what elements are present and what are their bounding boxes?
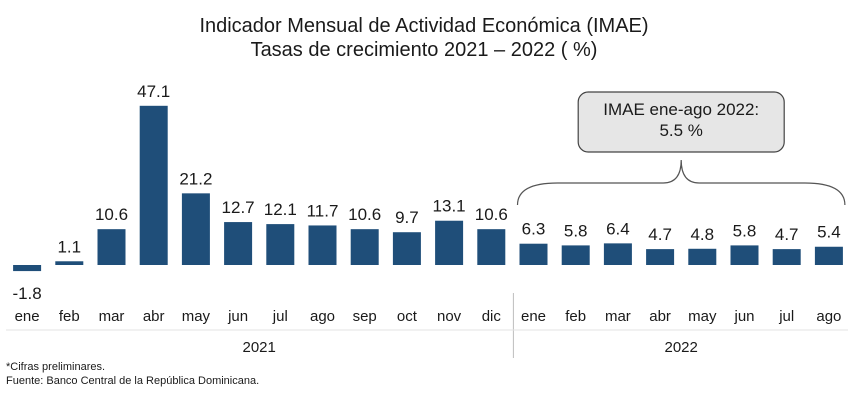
bar-oct bbox=[392, 232, 421, 265]
bar-jun bbox=[730, 245, 759, 265]
x-tick-label: mar bbox=[605, 308, 631, 325]
callout-title: IMAE ene-ago 2022: bbox=[603, 100, 759, 119]
footnote-source: Fuente: Banco Central de la República Do… bbox=[6, 375, 260, 387]
bar-ene bbox=[519, 243, 548, 265]
x-tick-label: oct bbox=[397, 308, 418, 325]
data-label: 6.4 bbox=[606, 219, 630, 238]
bar-ago bbox=[814, 246, 843, 265]
data-label: 4.7 bbox=[648, 225, 672, 244]
bar-may bbox=[181, 193, 210, 265]
x-tick-label: abr bbox=[143, 308, 165, 325]
bar-abr bbox=[646, 249, 675, 265]
data-label: 21.2 bbox=[179, 169, 212, 188]
footnote-preliminary: *Cifras preliminares. bbox=[6, 361, 106, 373]
x-tick-label: may bbox=[182, 308, 211, 325]
bar-sep bbox=[350, 229, 379, 265]
data-label: 13.1 bbox=[433, 197, 466, 216]
data-label: 6.3 bbox=[522, 220, 546, 239]
x-tick-label: may bbox=[688, 308, 717, 325]
data-label: 12.7 bbox=[222, 198, 255, 217]
x-tick-label: ago bbox=[310, 308, 335, 325]
data-label: 4.7 bbox=[775, 225, 799, 244]
bar-jul bbox=[266, 224, 295, 265]
data-label: 10.6 bbox=[348, 205, 381, 224]
x-tick-label: jun bbox=[733, 308, 754, 325]
chart-title: Indicador Mensual de Actividad Económica… bbox=[199, 15, 649, 37]
year-label: 2021 bbox=[243, 339, 276, 356]
chart-subtitle: Tasas de crecimiento 2021 – 2022 ( %) bbox=[250, 39, 598, 61]
x-tick-label: ene bbox=[15, 308, 40, 325]
chart-title-block: Indicador Mensual de Actividad Económica… bbox=[0, 14, 848, 62]
bar-dic bbox=[477, 229, 506, 265]
callout-box bbox=[577, 91, 785, 153]
bar-mar bbox=[603, 243, 632, 265]
bar-jun bbox=[224, 222, 253, 265]
x-tick-label: jul bbox=[778, 308, 794, 325]
x-tick-label: ene bbox=[521, 308, 546, 325]
bar-nov bbox=[435, 220, 464, 265]
bar-may bbox=[688, 248, 717, 265]
bar-ago bbox=[308, 225, 337, 265]
data-label: 10.6 bbox=[475, 205, 508, 224]
x-tick-label: jul bbox=[272, 308, 288, 325]
data-label: 5.8 bbox=[733, 221, 757, 240]
footnotes: *Cifras preliminares. Fuente: Banco Cent… bbox=[6, 360, 259, 388]
bar-ene bbox=[13, 265, 42, 272]
data-label: 11.7 bbox=[307, 201, 339, 220]
x-tick-label: feb bbox=[565, 308, 586, 325]
x-tick-label: feb bbox=[59, 308, 80, 325]
data-label: 47.1 bbox=[137, 82, 170, 101]
x-tick-label: nov bbox=[437, 308, 462, 325]
bracket-2022 bbox=[516, 159, 846, 206]
bar-feb bbox=[55, 261, 84, 265]
bar-jul bbox=[772, 249, 801, 265]
data-label: 5.4 bbox=[817, 223, 841, 242]
data-label: -1.8 bbox=[12, 284, 41, 303]
data-label: 12.1 bbox=[264, 200, 297, 219]
bar-mar bbox=[97, 229, 126, 265]
data-label: 1.1 bbox=[57, 237, 81, 256]
data-label: 10.6 bbox=[95, 205, 128, 224]
year-label: 2022 bbox=[665, 339, 698, 356]
callout-value: 5.5 % bbox=[659, 121, 702, 140]
data-label: 9.7 bbox=[395, 208, 419, 227]
bar-abr bbox=[139, 105, 168, 265]
x-tick-label: ago bbox=[816, 308, 841, 325]
data-label: 4.8 bbox=[690, 225, 714, 244]
x-tick-label: sep bbox=[353, 308, 377, 325]
data-label: 5.8 bbox=[564, 221, 588, 240]
x-tick-label: jun bbox=[227, 308, 248, 325]
x-tick-label: mar bbox=[99, 308, 125, 325]
x-tick-label: dic bbox=[482, 308, 502, 325]
bar-feb bbox=[561, 245, 590, 265]
x-tick-label: abr bbox=[649, 308, 671, 325]
